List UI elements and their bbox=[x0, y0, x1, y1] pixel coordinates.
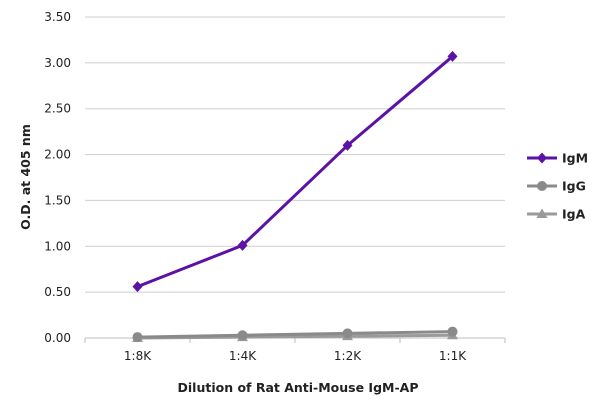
data-point-igg bbox=[132, 332, 143, 343]
data-point-igm bbox=[237, 239, 248, 251]
legend-marker-iga bbox=[536, 208, 548, 218]
legend-item-igm: IgM bbox=[527, 151, 588, 166]
x-tick-label: 1:4K bbox=[229, 349, 257, 363]
data-point-igg bbox=[237, 330, 248, 341]
legend-item-igg: IgG bbox=[527, 179, 586, 194]
y-axis-title: O.D. at 405 nm bbox=[18, 124, 33, 230]
y-tick-label: 0.00 bbox=[44, 331, 71, 345]
x-tick-label: 1:2K bbox=[334, 349, 362, 363]
series-igm bbox=[132, 50, 458, 293]
legend-item-iga: IgA bbox=[527, 207, 586, 222]
y-tick-label: 1.00 bbox=[44, 239, 71, 253]
data-series bbox=[132, 50, 458, 343]
x-axis-title: Dilution of Rat Anti-Mouse IgM-AP bbox=[178, 380, 419, 395]
y-axis-ticks: 0.00 0.50 1.00 1.50 2.00 2.50 3.00 3.50 bbox=[44, 10, 71, 345]
legend-marker-igm bbox=[537, 152, 547, 164]
series-igg bbox=[132, 326, 458, 343]
y-tick-label: 2.50 bbox=[44, 102, 71, 116]
gridlines bbox=[85, 16, 505, 293]
data-point-igm bbox=[132, 281, 143, 293]
data-point-igg bbox=[447, 326, 458, 337]
y-tick-label: 1.50 bbox=[44, 193, 71, 207]
y-tick-label: 3.50 bbox=[44, 10, 71, 24]
legend: IgM IgG IgA bbox=[527, 151, 588, 222]
series-line-igm bbox=[136, 55, 454, 289]
x-tick-label: 1:1K bbox=[439, 349, 467, 363]
x-axis: 1:8K 1:4K 1:2K 1:1K bbox=[84, 337, 506, 363]
legend-label-igg: IgG bbox=[562, 179, 586, 194]
x-tick-label: 1:8K bbox=[124, 349, 152, 363]
legend-label-iga: IgA bbox=[562, 207, 586, 222]
series-line-igg bbox=[137, 330, 453, 339]
legend-marker-igg bbox=[537, 181, 547, 191]
y-tick-label: 3.00 bbox=[44, 56, 71, 70]
y-tick-label: 2.00 bbox=[44, 148, 71, 162]
data-point-igm bbox=[447, 50, 458, 62]
y-tick-label: 0.50 bbox=[44, 285, 71, 299]
legend-label-igm: IgM bbox=[562, 151, 588, 166]
data-point-igm bbox=[342, 139, 353, 151]
data-point-igg bbox=[342, 328, 353, 339]
